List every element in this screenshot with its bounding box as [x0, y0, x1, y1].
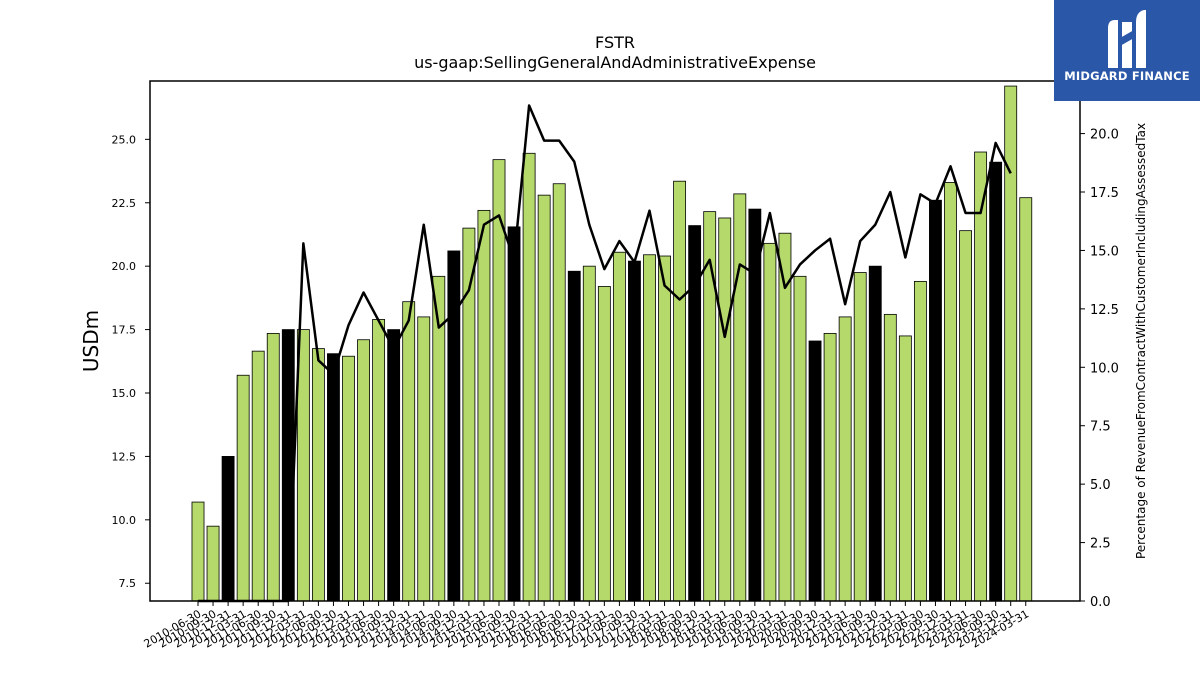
bar [191, 501, 205, 602]
bar [989, 161, 1003, 602]
bar [763, 242, 777, 602]
bar [944, 182, 957, 602]
bar [748, 208, 762, 602]
y-axis-left: 7.5 10.0 12.5 15.0 17.5 20.0 22.5 25.0 [112, 133, 150, 590]
bar [522, 152, 536, 602]
brand-logo: MIDGARD FINANCE [1054, 0, 1200, 101]
y-tick-label: 10.0 [112, 514, 137, 527]
bar [793, 275, 807, 602]
bar [311, 348, 325, 602]
bar [1019, 197, 1033, 602]
brand-logo-text: MIDGARD FINANCE [1064, 69, 1190, 83]
bar [808, 340, 822, 602]
y2-tick-label: 15.0 [1090, 244, 1119, 259]
bar [266, 332, 280, 602]
bar-series [191, 85, 1033, 602]
bar [868, 265, 882, 602]
bar [959, 230, 972, 602]
y2-axis-label: Percentage of RevenueFromContractWithCus… [1134, 123, 1148, 559]
y-tick-label: 7.5 [119, 577, 137, 590]
bar [718, 217, 732, 602]
bar [372, 319, 386, 602]
bar [537, 194, 551, 602]
y-axis-right: 0.0 2.5 5.0 7.5 10.0 12.5 15.0 17.5 20.0 [1080, 128, 1119, 610]
y2-tick-label: 5.0 [1090, 478, 1111, 493]
bar [883, 313, 897, 602]
bar [236, 374, 250, 602]
y-tick-label: 15.0 [112, 387, 137, 400]
bar [327, 353, 340, 602]
bar [688, 225, 702, 602]
bar [838, 316, 852, 602]
y2-tick-label: 12.5 [1090, 303, 1119, 318]
bar [628, 260, 641, 602]
y2-tick-label: 17.5 [1090, 186, 1119, 201]
bar [658, 255, 671, 602]
midgard-m-icon [1108, 10, 1146, 68]
bar [402, 301, 416, 602]
y2-tick-label: 20.0 [1090, 128, 1119, 143]
bar [898, 335, 912, 602]
y-tick-label: 12.5 [112, 450, 137, 463]
plot-frame [149, 80, 1081, 602]
x-axis: 2010-06-302010-09-302010-12-312011-03-31… [142, 601, 1031, 651]
bar [612, 251, 626, 602]
bar [387, 329, 401, 602]
bar [477, 209, 491, 602]
bar [597, 286, 611, 602]
y-axis-label: USDm [79, 310, 103, 372]
bar [342, 355, 355, 602]
y2-tick-label: 7.5 [1090, 420, 1111, 435]
bar [357, 339, 370, 602]
bar [567, 270, 581, 602]
bar [703, 211, 717, 602]
percent-line [198, 104, 1012, 603]
bar [281, 329, 295, 602]
chart-subtitle: us-gaap:SellingGeneralAndAdministrativeE… [414, 53, 816, 72]
bar [974, 151, 988, 602]
bar [221, 456, 235, 602]
y-tick-label: 25.0 [112, 133, 137, 146]
bar [462, 227, 476, 602]
y2-tick-label: 10.0 [1090, 361, 1119, 376]
bar [582, 265, 596, 602]
bar [552, 183, 566, 602]
bar [643, 254, 656, 602]
bar [417, 316, 431, 602]
percent-line-series [198, 104, 1012, 603]
bar [251, 350, 265, 602]
bar [913, 280, 927, 602]
y-tick-label: 20.0 [112, 260, 137, 273]
bar [507, 226, 521, 602]
y2-tick-label: 0.0 [1090, 595, 1111, 610]
bar [823, 332, 837, 602]
bar [673, 180, 687, 602]
bar [929, 199, 942, 602]
chart-title: FSTR [595, 33, 635, 52]
bar [206, 525, 220, 602]
bar [853, 272, 867, 602]
bar [447, 250, 461, 602]
y2-tick-label: 2.5 [1090, 537, 1111, 552]
bar [733, 193, 747, 602]
y-tick-label: 22.5 [112, 197, 137, 210]
y-tick-label: 17.5 [112, 324, 137, 337]
